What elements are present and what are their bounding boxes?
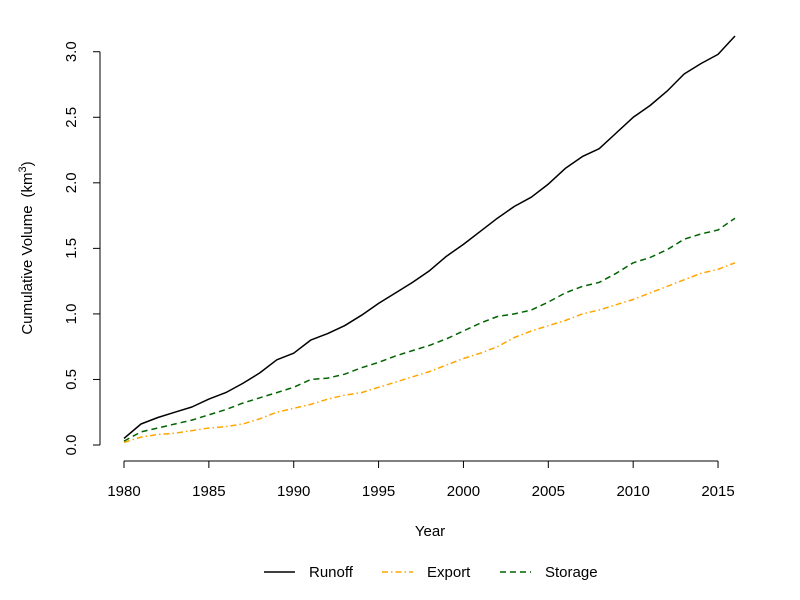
y-tick-label-3.0: 3.0 bbox=[63, 41, 80, 62]
y-axis-title: Cumulative Volume (km3) bbox=[17, 161, 36, 334]
series-line-storage bbox=[123, 217, 736, 442]
y-tick-label-0.5: 0.5 bbox=[63, 369, 80, 390]
y-axis-title-exponent: 3 bbox=[17, 166, 29, 172]
x-tick-label-2010: 2010 bbox=[616, 483, 649, 500]
x-tick-label-2000: 2000 bbox=[447, 483, 480, 500]
series-line-runoff bbox=[123, 35, 736, 439]
x-tick-label-2015: 2015 bbox=[701, 483, 734, 500]
y-axis-title-close: ) bbox=[19, 161, 36, 166]
series-lines bbox=[123, 35, 736, 444]
x-tick-label-1995: 1995 bbox=[362, 483, 395, 500]
legend-label-export: Export bbox=[427, 564, 471, 581]
series-line-export bbox=[123, 262, 736, 444]
x-tick-label-1980: 1980 bbox=[107, 483, 140, 500]
y-tick-label-2.5: 2.5 bbox=[63, 107, 80, 128]
y-tick-label-0.0: 0.0 bbox=[63, 435, 80, 456]
axes: 1980 1985 1990 1995 2000 2005 2010 2015 0.0 0.5 1.… bbox=[63, 41, 735, 500]
y-axis-title-main: Cumulative Volume bbox=[19, 205, 36, 334]
y-axis-title-unit: (km bbox=[19, 172, 36, 197]
x-tick-label-1990: 1990 bbox=[277, 483, 310, 500]
x-tick-label-2005: 2005 bbox=[532, 483, 565, 500]
legend-label-storage: Storage bbox=[545, 564, 598, 581]
y-tick-label-2.0: 2.0 bbox=[63, 172, 80, 193]
x-tick-label-1985: 1985 bbox=[192, 483, 225, 500]
x-axis-title: Year bbox=[415, 523, 445, 540]
y-tick-label-1.0: 1.0 bbox=[63, 303, 80, 324]
y-tick-label-1.5: 1.5 bbox=[63, 238, 80, 259]
legend: Runoff Export Storage bbox=[264, 564, 598, 581]
legend-label-runoff: Runoff bbox=[309, 564, 354, 581]
